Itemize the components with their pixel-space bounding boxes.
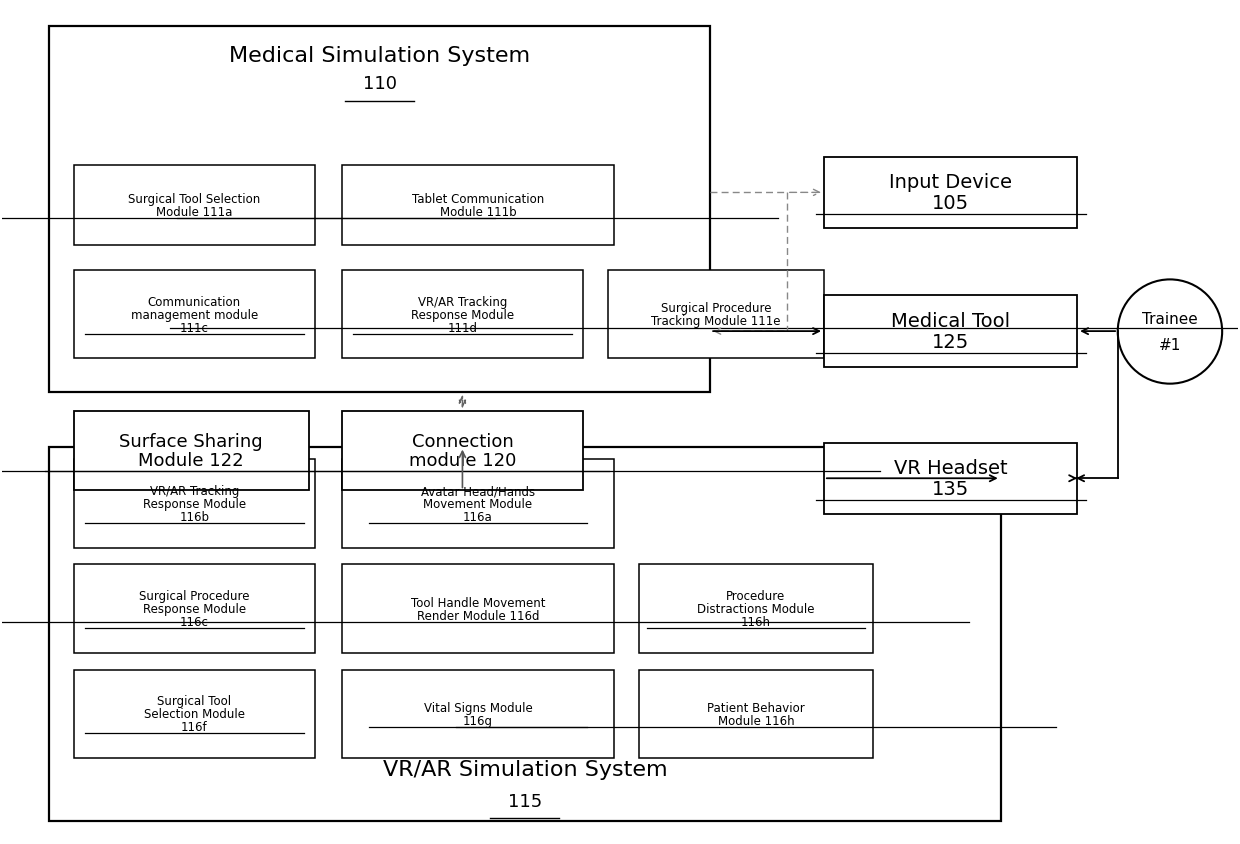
FancyBboxPatch shape bbox=[50, 27, 711, 392]
Text: Module 122: Module 122 bbox=[139, 452, 244, 470]
Text: 116g: 116g bbox=[463, 714, 492, 727]
FancyBboxPatch shape bbox=[342, 565, 614, 653]
FancyBboxPatch shape bbox=[50, 447, 1001, 821]
FancyBboxPatch shape bbox=[639, 670, 873, 758]
Text: Tool Handle Movement: Tool Handle Movement bbox=[410, 596, 546, 609]
Text: Surgical Tool: Surgical Tool bbox=[157, 695, 232, 707]
Text: Vital Signs Module: Vital Signs Module bbox=[424, 701, 532, 714]
FancyBboxPatch shape bbox=[73, 166, 315, 246]
Text: Tablet Communication: Tablet Communication bbox=[412, 192, 544, 206]
Text: 135: 135 bbox=[932, 479, 970, 499]
FancyBboxPatch shape bbox=[823, 158, 1078, 229]
Text: 111d: 111d bbox=[448, 322, 477, 334]
Text: Module 111b: Module 111b bbox=[439, 206, 516, 219]
Text: Movement Module: Movement Module bbox=[423, 497, 532, 511]
Text: module 120: module 120 bbox=[409, 452, 516, 470]
Text: 115: 115 bbox=[507, 792, 542, 809]
FancyBboxPatch shape bbox=[73, 271, 315, 359]
Text: Communication: Communication bbox=[148, 295, 241, 309]
FancyBboxPatch shape bbox=[342, 271, 583, 359]
Text: Render Module 116d: Render Module 116d bbox=[417, 609, 539, 622]
Text: Trainee: Trainee bbox=[1142, 312, 1198, 327]
FancyBboxPatch shape bbox=[342, 411, 583, 491]
FancyBboxPatch shape bbox=[342, 460, 614, 548]
Text: Connection: Connection bbox=[412, 432, 513, 450]
Text: VR Headset: VR Headset bbox=[894, 458, 1007, 478]
FancyBboxPatch shape bbox=[823, 296, 1078, 367]
Text: 111c: 111c bbox=[180, 322, 208, 334]
Text: VR/AR Tracking: VR/AR Tracking bbox=[418, 295, 507, 309]
Text: 116f: 116f bbox=[181, 720, 207, 733]
Text: #1: #1 bbox=[1158, 338, 1182, 352]
Text: Response Module: Response Module bbox=[143, 497, 246, 511]
FancyBboxPatch shape bbox=[608, 271, 823, 359]
FancyBboxPatch shape bbox=[73, 565, 315, 653]
Text: Patient Behavior: Patient Behavior bbox=[707, 701, 805, 714]
FancyBboxPatch shape bbox=[73, 460, 315, 548]
Text: Response Module: Response Module bbox=[143, 603, 246, 615]
Text: Selection Module: Selection Module bbox=[144, 707, 244, 720]
Text: Surface Sharing: Surface Sharing bbox=[119, 432, 263, 450]
Text: management module: management module bbox=[130, 308, 258, 322]
Text: Module 111a: Module 111a bbox=[156, 206, 232, 219]
Text: Input Device: Input Device bbox=[889, 173, 1012, 192]
FancyBboxPatch shape bbox=[342, 166, 614, 246]
FancyBboxPatch shape bbox=[73, 411, 309, 491]
Text: Surgical Procedure: Surgical Procedure bbox=[139, 589, 249, 603]
Text: Tracking Module 111e: Tracking Module 111e bbox=[651, 315, 780, 327]
Text: 116a: 116a bbox=[463, 511, 492, 523]
Text: Avatar Head/Hands: Avatar Head/Hands bbox=[420, 484, 534, 497]
Text: Surgical Tool Selection: Surgical Tool Selection bbox=[128, 192, 260, 206]
Text: Medical Simulation System: Medical Simulation System bbox=[229, 46, 531, 66]
Text: Response Module: Response Module bbox=[410, 308, 515, 322]
Text: 116c: 116c bbox=[180, 615, 208, 628]
Text: 125: 125 bbox=[932, 333, 970, 352]
Text: Distractions Module: Distractions Module bbox=[697, 603, 815, 615]
Text: 116h: 116h bbox=[742, 615, 771, 628]
FancyBboxPatch shape bbox=[639, 565, 873, 653]
Text: VR/AR Tracking: VR/AR Tracking bbox=[150, 484, 239, 497]
FancyBboxPatch shape bbox=[823, 443, 1078, 514]
Text: Procedure: Procedure bbox=[727, 589, 786, 603]
Text: Surgical Procedure: Surgical Procedure bbox=[661, 302, 771, 315]
FancyBboxPatch shape bbox=[73, 670, 315, 758]
FancyBboxPatch shape bbox=[342, 670, 614, 758]
Text: 110: 110 bbox=[362, 75, 397, 94]
Text: 105: 105 bbox=[932, 194, 970, 214]
Text: 116b: 116b bbox=[180, 511, 210, 523]
Text: Medical Tool: Medical Tool bbox=[892, 311, 1011, 331]
Text: Module 116h: Module 116h bbox=[718, 714, 795, 727]
Text: VR/AR Simulation System: VR/AR Simulation System bbox=[382, 759, 667, 779]
